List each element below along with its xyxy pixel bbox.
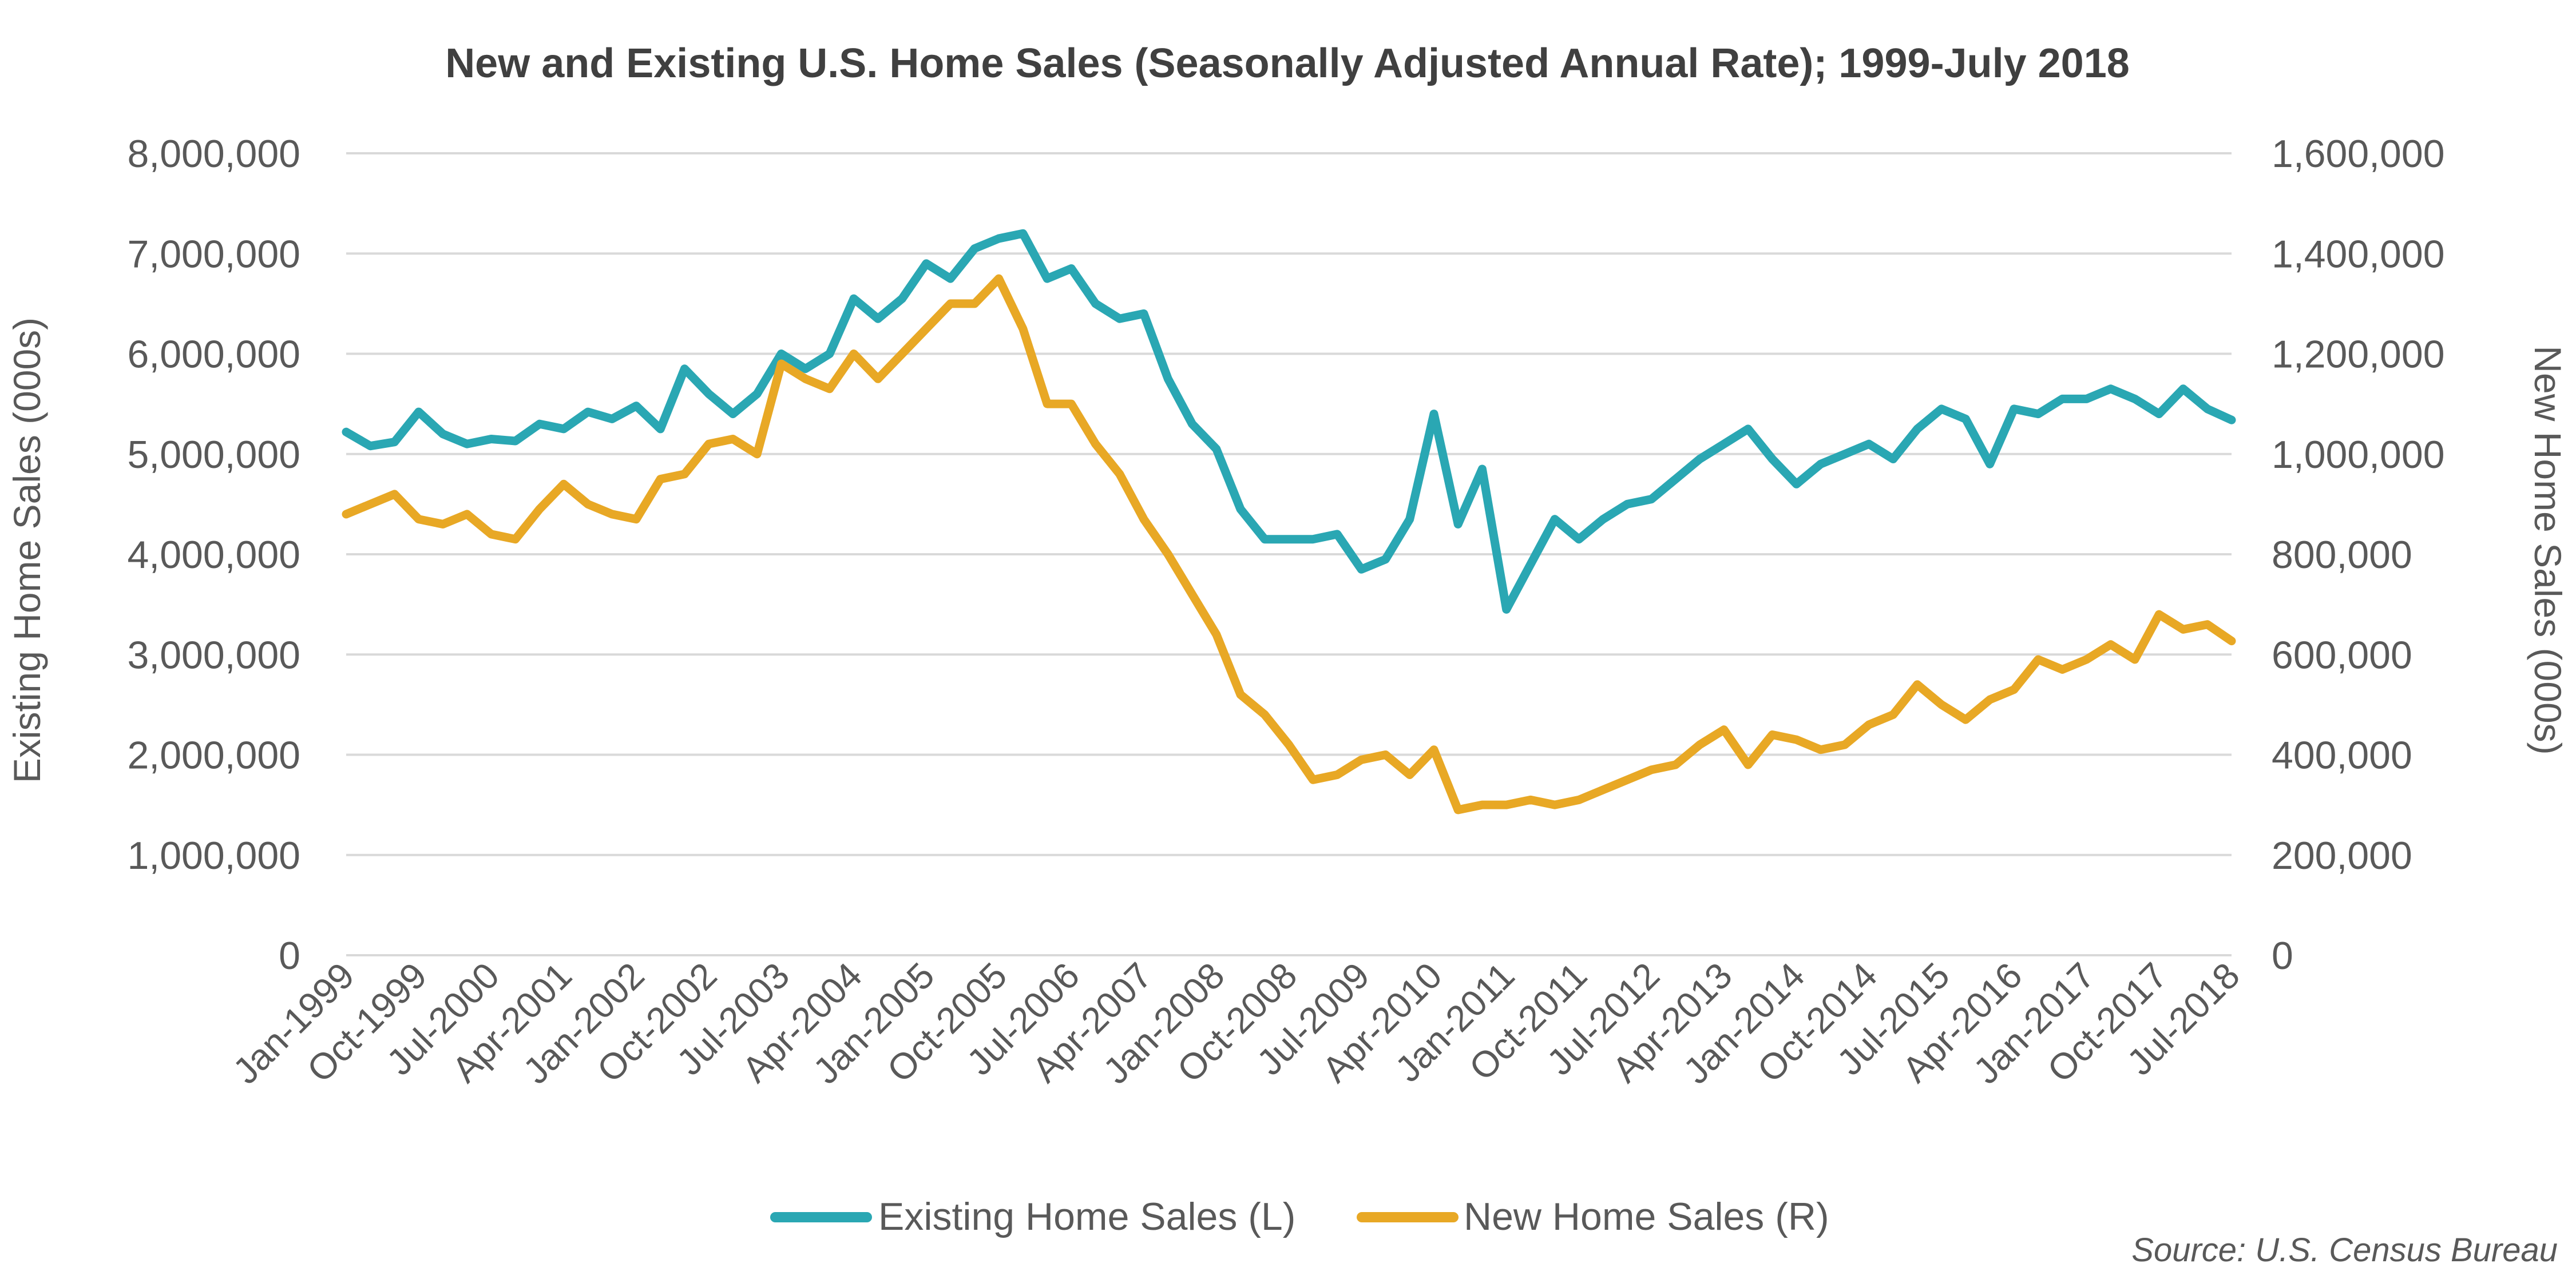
y-left-tick-label: 3,000,000 [127,633,300,677]
y-right-tick-label: 800,000 [2272,533,2412,577]
y-left-tick-label: 1,000,000 [127,834,300,877]
y-left-tick-label: 6,000,000 [127,333,300,376]
y-left-tick-label: 4,000,000 [127,533,300,577]
y-left-tick-label: 8,000,000 [127,132,300,176]
x-axis-ticks: Jan-1999Oct-1999Jul-2000Apr-2001Jan-2002… [225,955,2248,1092]
gridlines [346,152,2232,956]
y-right-tick-label: 0 [2272,934,2293,978]
legend: Existing Home Sales (L) New Home Sales (… [770,1195,1829,1238]
y-axis-left-ticks: 0 1,000,000 2,000,000 3,000,000 4,000,000 5,0… [127,132,300,978]
y-right-tick-label: 1,400,000 [2272,232,2445,276]
y-right-tick-label: 1,200,000 [2272,333,2445,376]
legend-label-existing: Existing Home Sales (L) [878,1195,1295,1238]
chart-title: New and Existing U.S. Home Sales (Season… [445,41,2130,86]
series-line-existing [342,229,2236,614]
y-axis-right-label: New Home Sales (000s) [2527,345,2569,754]
series-layer [342,229,2236,815]
y-right-tick-label: 400,000 [2272,734,2412,777]
y-axis-left-label: Existing Home Sales (000s) [6,317,48,783]
y-axis-right-ticks: 0 200,000 400,000 600,000 800,000 1,000,000 1,… [2272,132,2445,978]
legend-label-new: New Home Sales (R) [1464,1195,1829,1238]
y-right-tick-label: 1,000,000 [2272,433,2445,476]
y-left-tick-label: 7,000,000 [127,232,300,276]
y-left-tick-label: 0 [279,934,300,978]
y-right-tick-label: 200,000 [2272,834,2412,877]
y-left-tick-label: 2,000,000 [127,734,300,777]
y-right-tick-label: 600,000 [2272,633,2412,677]
series-line-new [342,274,2236,815]
y-left-tick-label: 5,000,000 [127,433,300,476]
source-note: Source: U.S. Census Bureau [2131,1232,2558,1269]
y-right-tick-label: 1,600,000 [2272,132,2445,176]
